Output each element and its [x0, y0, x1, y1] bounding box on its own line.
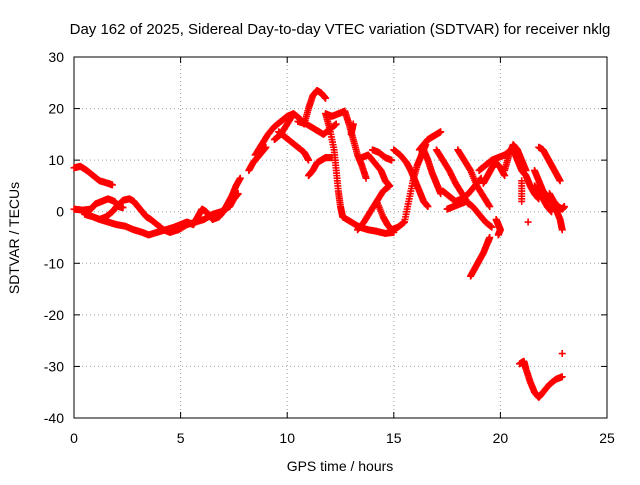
series-pass-39 — [492, 215, 504, 239]
series-pass-29 — [407, 166, 432, 211]
series-pass-25 — [368, 146, 396, 164]
series-pass-27 — [390, 146, 415, 174]
chart-title: Day 162 of 2025, Sidereal Day-to-day VTE… — [70, 21, 611, 38]
data-point — [494, 231, 502, 239]
y-tick-label: -10 — [44, 255, 64, 271]
y-tick-label: -40 — [44, 410, 64, 426]
series-pass-18 — [305, 154, 336, 180]
data-point — [362, 174, 370, 182]
data-point — [486, 203, 494, 211]
series-pass-04 — [96, 215, 153, 239]
series-pass-35 — [454, 146, 494, 211]
series-pass-46 — [531, 182, 556, 216]
x-tick-label: 10 — [279, 430, 295, 446]
series-pass-21 — [341, 107, 370, 182]
data-point — [108, 181, 116, 189]
series-pass-26 — [373, 197, 408, 234]
x-tick-label: 15 — [386, 430, 402, 446]
data-point — [558, 350, 566, 358]
data-point — [388, 156, 396, 164]
data-point — [322, 94, 330, 102]
series-pass-47 — [545, 190, 568, 213]
series-pass-31 — [420, 146, 445, 198]
data-point — [262, 143, 270, 151]
data-point — [386, 182, 394, 190]
series-pass-22 — [347, 120, 357, 138]
series-pass-32 — [432, 146, 472, 208]
series-pass-34 — [443, 197, 496, 231]
data-points — [70, 87, 568, 401]
series-pass-33 — [439, 174, 485, 205]
data-point — [236, 174, 244, 182]
data-point — [488, 223, 496, 231]
series-pass-43 — [524, 218, 532, 226]
x-axis-label: GPS time / hours — [287, 458, 394, 474]
data-point — [349, 120, 357, 128]
y-tick-label: 30 — [48, 49, 64, 65]
data-point — [548, 208, 556, 216]
plot-frame — [73, 56, 608, 419]
series-pass-42 — [518, 177, 526, 205]
data-point — [560, 203, 568, 211]
series-pass-01 — [70, 162, 116, 189]
series-pass-15 — [300, 87, 330, 128]
series-pass-14 — [275, 128, 313, 164]
series-pass-36 — [467, 234, 494, 280]
x-tick-label: 0 — [70, 430, 78, 446]
y-tick-label: 10 — [48, 152, 64, 168]
x-tick-label: 25 — [599, 430, 615, 446]
data-point — [234, 190, 242, 198]
y-axis-label: SDTVAR / TECUs — [6, 182, 22, 294]
series-pass-10 — [226, 190, 242, 211]
y-tick-label: 20 — [48, 101, 64, 117]
x-tick-label: 5 — [177, 430, 185, 446]
series-pass-19 — [322, 110, 347, 221]
data-point — [556, 177, 564, 185]
series-pass-48 — [516, 357, 566, 401]
series-pass-45 — [535, 143, 564, 185]
data-point — [437, 128, 445, 136]
series-pass-20 — [339, 213, 398, 237]
series-pass-49 — [558, 350, 566, 358]
series-pass-08 — [189, 205, 227, 229]
y-tick-label: -30 — [44, 358, 64, 374]
data-point — [332, 120, 340, 128]
data-point — [486, 234, 494, 241]
data-point — [558, 373, 566, 381]
data-point — [305, 156, 313, 164]
axis-ticks: 0 5 10 15 20 25 -40 -30 -20 -10 0 10 20 30 — [44, 49, 615, 446]
y-tick-label: 0 — [56, 204, 64, 220]
data-point — [524, 218, 532, 226]
series-pass-30 — [415, 128, 445, 154]
data-point — [558, 226, 566, 234]
series-pass-24 — [358, 151, 394, 190]
data-point — [424, 203, 432, 211]
x-tick-label: 20 — [493, 430, 509, 446]
data-point — [518, 177, 526, 185]
y-tick-label: -20 — [44, 307, 64, 323]
data-point — [119, 204, 127, 212]
